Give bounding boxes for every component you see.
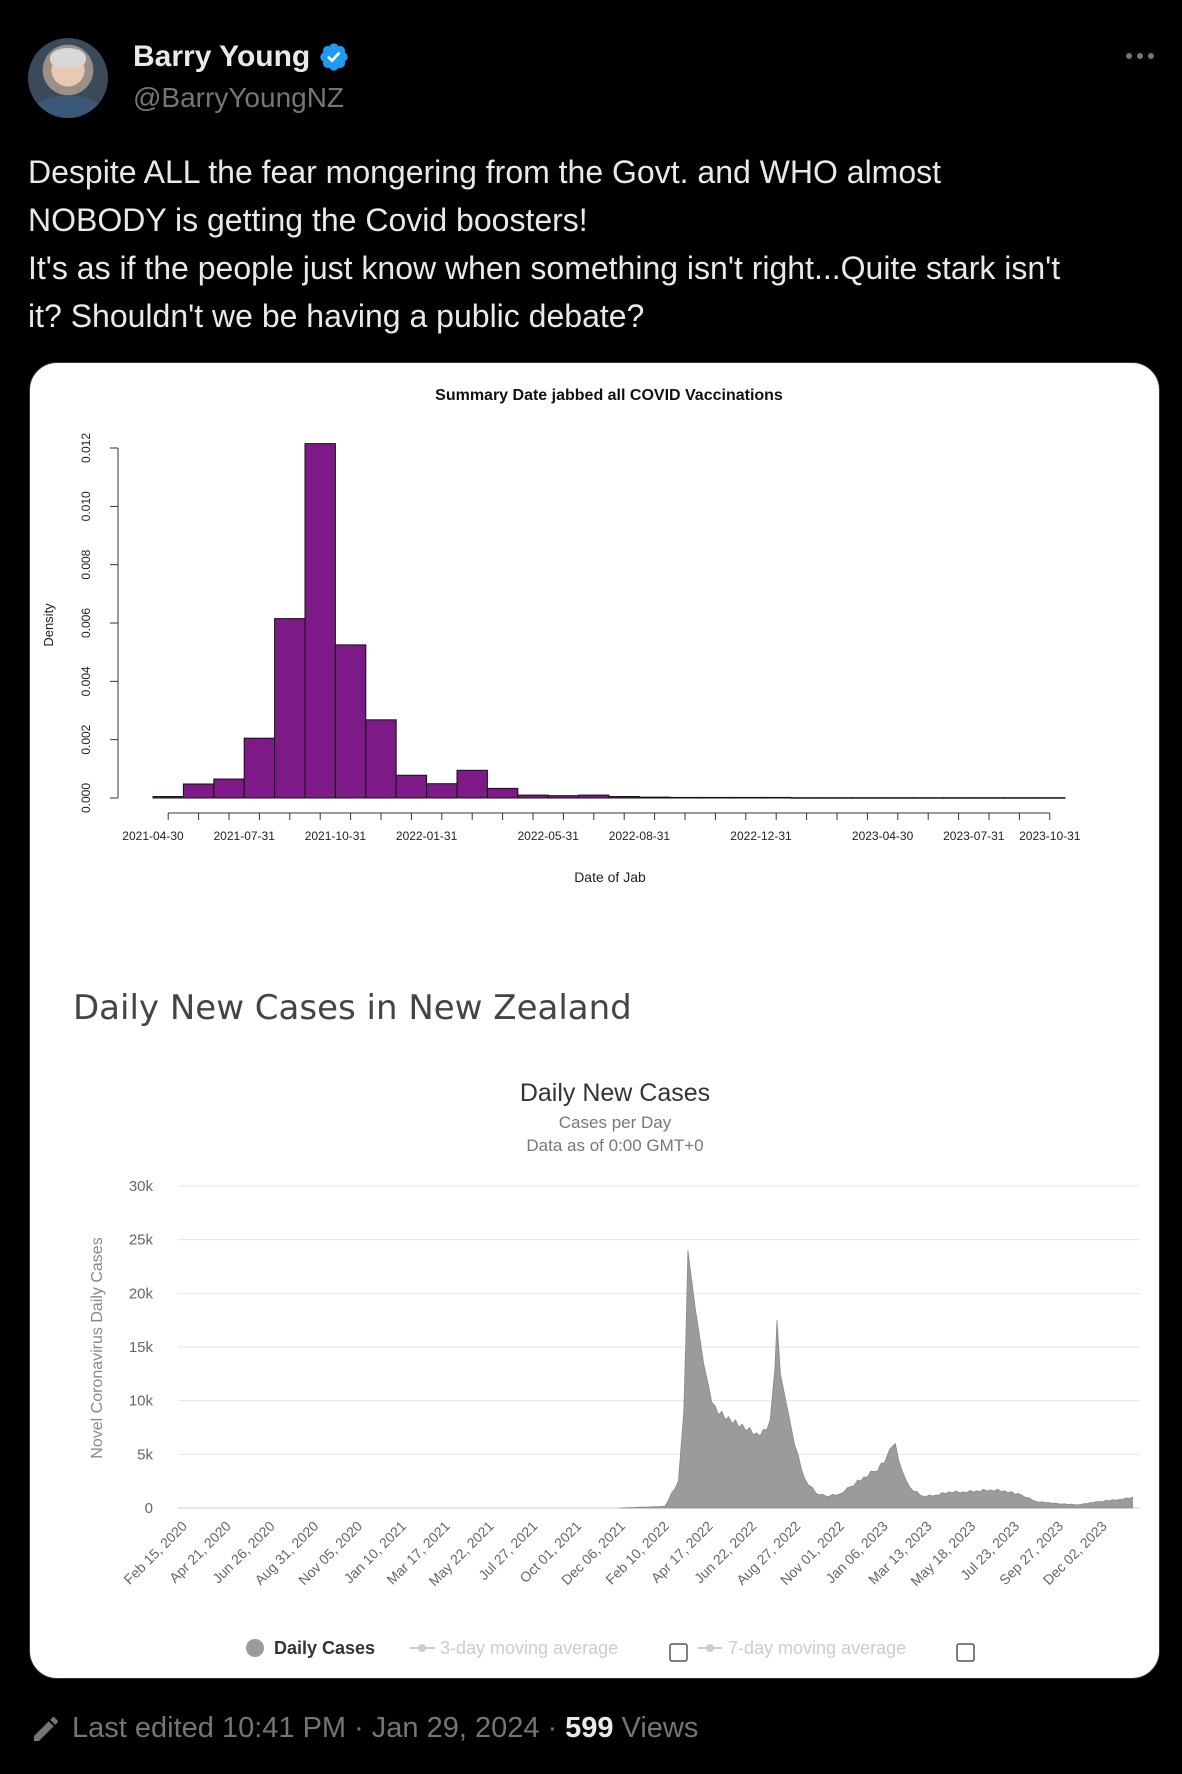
histogram-bar — [213, 778, 245, 799]
histogram-bar — [517, 794, 549, 799]
histogram-bar — [760, 796, 792, 799]
tweet-text: Despite ALL the fear mongering from the … — [28, 148, 1163, 340]
histogram-bar — [790, 797, 823, 799]
histogram-bar — [426, 783, 458, 799]
histogram-bar — [182, 783, 215, 799]
author-handle[interactable]: @BarryYoungNZ — [133, 82, 345, 113]
histogram-ytick-label: 0.006 — [79, 608, 93, 638]
histogram-bar — [456, 769, 488, 799]
avatar[interactable] — [28, 38, 108, 118]
cases-ytick-label: 5k — [137, 1446, 153, 1463]
histogram-bar — [152, 796, 184, 799]
tweet-date[interactable]: Jan 29, 2024 — [371, 1712, 540, 1744]
histogram-xtick-label: 2022-05-31 — [518, 829, 580, 843]
legend-7-day-checkbox[interactable] — [956, 1643, 975, 1662]
tweet-footer: Last edited 10:41 PM · Jan 29, 2024 · 59… — [30, 1712, 698, 1745]
histogram-bar — [1003, 797, 1036, 799]
tweet-line: NOBODY is getting the Covid boosters! — [28, 202, 588, 238]
vaccination-histogram: Summary Date jabbed all COVID Vaccinatio… — [41, 387, 1081, 885]
tweet-line: Despite ALL the fear mongering from the … — [28, 154, 942, 190]
histogram-xtick-label: 2021-04-30 — [122, 829, 184, 843]
histogram-bar — [638, 796, 671, 799]
tweet-time[interactable]: 10:41 PM — [221, 1712, 347, 1744]
cases-ytick-label: 15k — [129, 1339, 154, 1356]
tweet-line: It's as if the people just know when som… — [28, 250, 1061, 286]
histogram-ytick-label: 0.002 — [79, 724, 93, 754]
histogram-bar — [486, 787, 519, 799]
cases-ylabel: Novel Coronavirus Daily Cases — [89, 1237, 106, 1458]
legend-3-day-checkbox[interactable] — [669, 1643, 688, 1662]
histogram-bar — [882, 797, 914, 799]
histogram-xlabel: Date of Jab — [574, 869, 646, 885]
histogram-xtick-label: 2022-01-31 — [396, 829, 458, 843]
cases-legend: Daily Cases 3-day moving average 7-day m… — [246, 1638, 975, 1662]
histogram-bar — [608, 796, 640, 799]
legend-daily-cases-marker[interactable] — [246, 1639, 264, 1657]
edit-pencil-icon — [34, 1716, 59, 1741]
histogram-xtick-label: 2023-10-31 — [1019, 829, 1081, 843]
histogram-bar — [547, 795, 580, 799]
author-display-name[interactable]: Barry Young — [133, 40, 311, 73]
author-name-row[interactable]: Barry Young — [133, 40, 350, 74]
histogram-bar — [304, 443, 336, 799]
histogram-ytick-label: 0.010 — [79, 491, 93, 521]
cases-ytick-label: 0 — [145, 1500, 153, 1517]
views-label: Views — [621, 1712, 699, 1744]
cases-heading: Daily New Cases in New Zealand — [73, 988, 632, 1028]
histogram-xtick-label: 2023-07-31 — [943, 829, 1005, 843]
histogram-ytick-label: 0.008 — [79, 549, 93, 579]
legend-3-day-average[interactable]: 3-day moving average — [440, 1638, 618, 1658]
histogram-xtick-label: 2023-04-30 — [852, 829, 914, 843]
legend-7-day-average[interactable]: 7-day moving average — [728, 1638, 906, 1658]
daily-cases-area[interactable] — [619, 1250, 1133, 1509]
histogram-ytick-label: 0.000 — [79, 783, 93, 813]
histogram-bar — [912, 797, 944, 799]
legend-daily-cases[interactable]: Daily Cases — [274, 1638, 375, 1658]
cases-title: Daily New Cases — [520, 1079, 710, 1107]
cases-ytick-label: 30k — [129, 1178, 154, 1195]
cases-ytick-label: 20k — [129, 1285, 154, 1302]
histogram-xtick-label: 2021-07-31 — [214, 829, 276, 843]
histogram-bar — [699, 796, 732, 799]
cases-ytick-label: 25k — [129, 1232, 154, 1249]
tweet-media-image[interactable]: Summary Date jabbed all COVID Vaccinatio… — [29, 362, 1160, 1679]
histogram-bar — [821, 797, 853, 799]
cases-ytick-label: 10k — [129, 1393, 154, 1410]
histogram-bar — [365, 719, 397, 799]
histogram-bar — [1034, 797, 1066, 799]
histogram-bar — [334, 644, 367, 799]
cases-subtitle: Cases per Day — [559, 1113, 672, 1132]
histogram-bar — [942, 797, 975, 799]
histogram-xtick-label: 2021-10-31 — [305, 829, 367, 843]
histogram-bar — [395, 774, 428, 799]
histogram-ylabel: Density — [41, 603, 56, 647]
cases-subtitle-2: Data as of 0:00 GMT+0 — [526, 1136, 703, 1155]
daily-cases-chart: Daily New Cases in New Zealand Daily New… — [73, 988, 1140, 1662]
histogram-bar — [973, 797, 1005, 799]
histogram-bar — [578, 794, 610, 799]
histogram-xtick-label: 2022-12-31 — [730, 829, 792, 843]
histogram-ytick-label: 0.012 — [79, 433, 93, 463]
charts-image: Summary Date jabbed all COVID Vaccinatio… — [41, 387, 1140, 1662]
histogram-bar — [243, 737, 276, 799]
histogram-bar — [730, 796, 762, 799]
views-count: 599 — [565, 1712, 614, 1744]
histogram-xtick-label: 2022-08-31 — [609, 829, 671, 843]
histogram-bar — [274, 618, 306, 799]
edited-label[interactable]: Last edited — [72, 1712, 214, 1744]
more-options-icon[interactable] — [1126, 44, 1160, 68]
histogram-bar — [851, 797, 884, 799]
tweet-line: it? Shouldn't we be having a public deba… — [28, 298, 645, 334]
verified-badge-icon — [320, 43, 348, 71]
histogram-title: Summary Date jabbed all COVID Vaccinatio… — [435, 387, 783, 404]
histogram-bar — [669, 796, 701, 799]
histogram-ytick-label: 0.004 — [79, 666, 93, 696]
